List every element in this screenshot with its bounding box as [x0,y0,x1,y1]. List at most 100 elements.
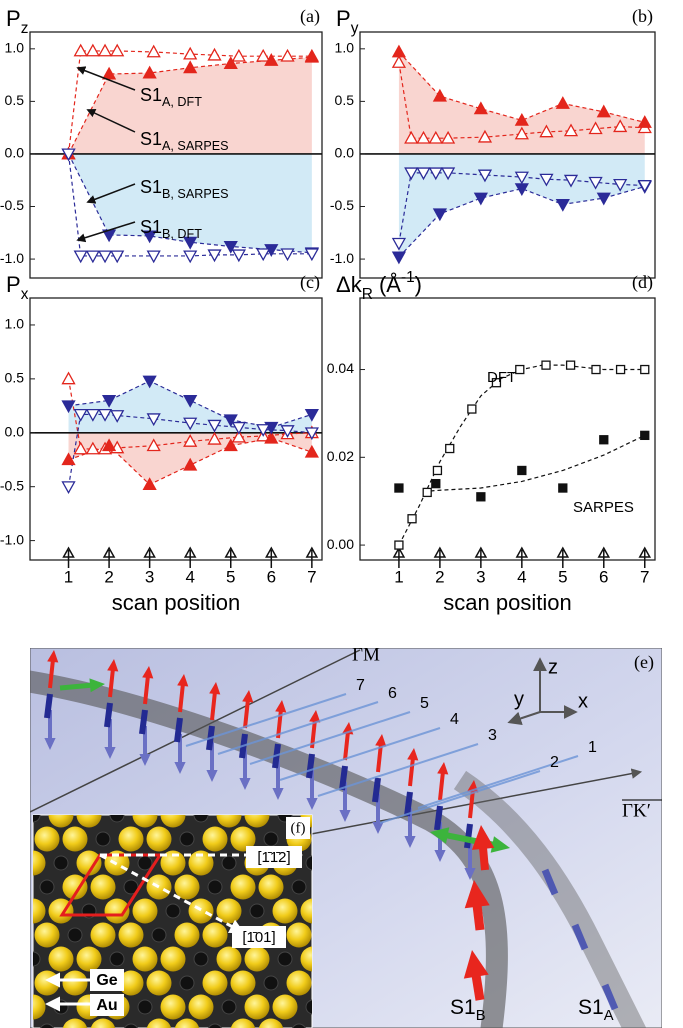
marker [183,236,198,250]
marker [404,130,419,144]
panel-label: (c) [300,272,320,293]
x-tick-label: 5 [558,567,567,586]
text-part: P [336,6,351,31]
marker [565,360,576,370]
text-part: P [6,6,21,31]
au-atom [286,922,312,948]
text-part: SARPES [573,499,634,516]
panel-label: (e) [634,652,654,673]
marker [183,46,198,60]
spin-arrow-up [275,700,287,713]
spin-dash [174,717,183,743]
marker [231,429,246,443]
band-a [453,770,647,1028]
ge-atom [40,1023,54,1028]
marker [97,408,113,422]
text-part: z [21,20,29,37]
au-atom [76,815,102,828]
position-label: 7 [356,677,365,694]
au-atom [160,850,186,876]
spin-arrow-up [243,697,251,729]
text-part: B, SARPES [162,187,229,201]
au-atom [34,970,60,996]
y-axis-title: Py [336,6,359,37]
y-tick-label: 0.5 [5,92,25,108]
label-box [90,994,124,1016]
marker [183,250,198,264]
ge-atom [12,832,26,846]
ge-atom [151,927,167,943]
au-atom [7,875,32,900]
au-atom [216,815,242,828]
annotation: DFT [487,369,516,386]
y-tick-label: 0.02 [327,448,354,464]
marker [514,126,529,140]
marker [73,441,88,455]
au-atom [230,1018,256,1028]
marker [85,441,100,455]
text-part: x [21,286,29,303]
marker [391,44,407,58]
x-tick-label: 5 [226,567,235,586]
marker [588,176,603,190]
x-tick-arrow [433,546,447,568]
marker [391,251,407,265]
marker [61,481,76,495]
annotation-arrow [86,183,136,204]
marker [142,65,157,79]
au-atom [90,1018,116,1028]
series-line [67,378,312,450]
x-tick-label: 6 [267,567,276,586]
x-tick-arrow [515,546,529,568]
x-tick-label: 4 [185,567,194,586]
marker [596,104,611,118]
text-part: DFT [487,369,516,386]
spin-dash [571,923,589,951]
marker [97,43,113,57]
au-atom [48,946,74,972]
au-atom [132,815,158,828]
marker [183,60,198,74]
ge-atom [137,855,153,871]
ge-atom [109,951,125,967]
y-tick-label: 1.0 [335,40,355,56]
au-atom [7,923,32,948]
marker [85,250,100,264]
spin-arrow-up [464,880,490,909]
ge-atom [109,815,125,823]
au-atom [76,850,102,876]
x-tick-arrow [224,546,238,568]
spin-arrow-down [464,868,476,880]
spin-arrow-up [343,729,351,761]
y-tick-label: -1.0 [0,250,24,266]
au-atom [300,946,312,972]
au-atom [7,1019,32,1028]
marker [613,178,628,192]
position-line [185,693,347,747]
au-atom [132,946,158,972]
spin-dash [44,693,53,719]
au-atom [258,874,284,900]
text-part: -1 [401,269,415,286]
marker [231,48,246,62]
ge-atom [165,903,181,919]
spin-dash [404,791,413,817]
marker [101,438,117,452]
spin-arrow-down [404,836,416,848]
panel-label: (d) [632,272,653,293]
text-part: B, DFT [162,227,202,241]
x-tick-label: 3 [145,567,154,586]
marker [101,66,117,80]
marker [142,230,157,244]
marker [61,452,76,466]
marker [555,96,570,109]
marker [61,371,76,385]
spin-arrow-up [178,681,186,713]
band-b [30,670,508,1028]
au-atom [62,1018,88,1028]
spin-arrow-up [209,682,221,695]
spin-arrow-up [408,755,416,787]
marker [591,364,601,375]
direction-label: ΓK′ [622,800,651,821]
